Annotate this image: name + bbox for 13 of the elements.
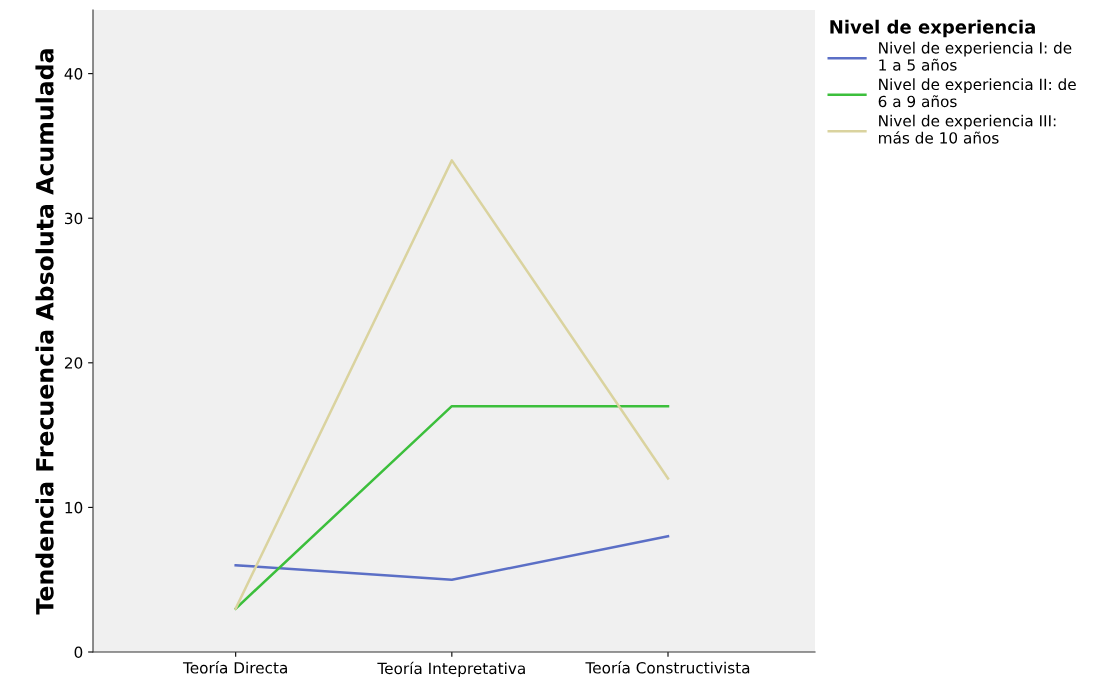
x-tick-label: Teoría Directa: [182, 661, 287, 674]
y-tick-label: 20: [64, 357, 83, 369]
y-tick-label: 40: [64, 68, 83, 80]
legend-label: Nivel de experiencia III: más de 10 años: [879, 114, 1056, 144]
x-tick-label: Teoría Constructivista: [585, 661, 750, 674]
y-axis-title: Tendencia Frecuencia Absoluta Acumulada: [35, 49, 54, 615]
y-tick-label: 0: [74, 646, 83, 659]
legend-title: Nivel de experiencia: [830, 19, 1035, 38]
legend-label: Nivel de experiencia II: de 6 a 9 años: [878, 78, 1076, 108]
y-tick-label: 10: [65, 501, 83, 514]
y-tick-label: 30: [65, 212, 83, 225]
x-tick-label: Teoría Intepretativa: [377, 661, 525, 678]
legend-label: Nivel de experiencia I: de 1 a 5 años: [879, 41, 1072, 71]
